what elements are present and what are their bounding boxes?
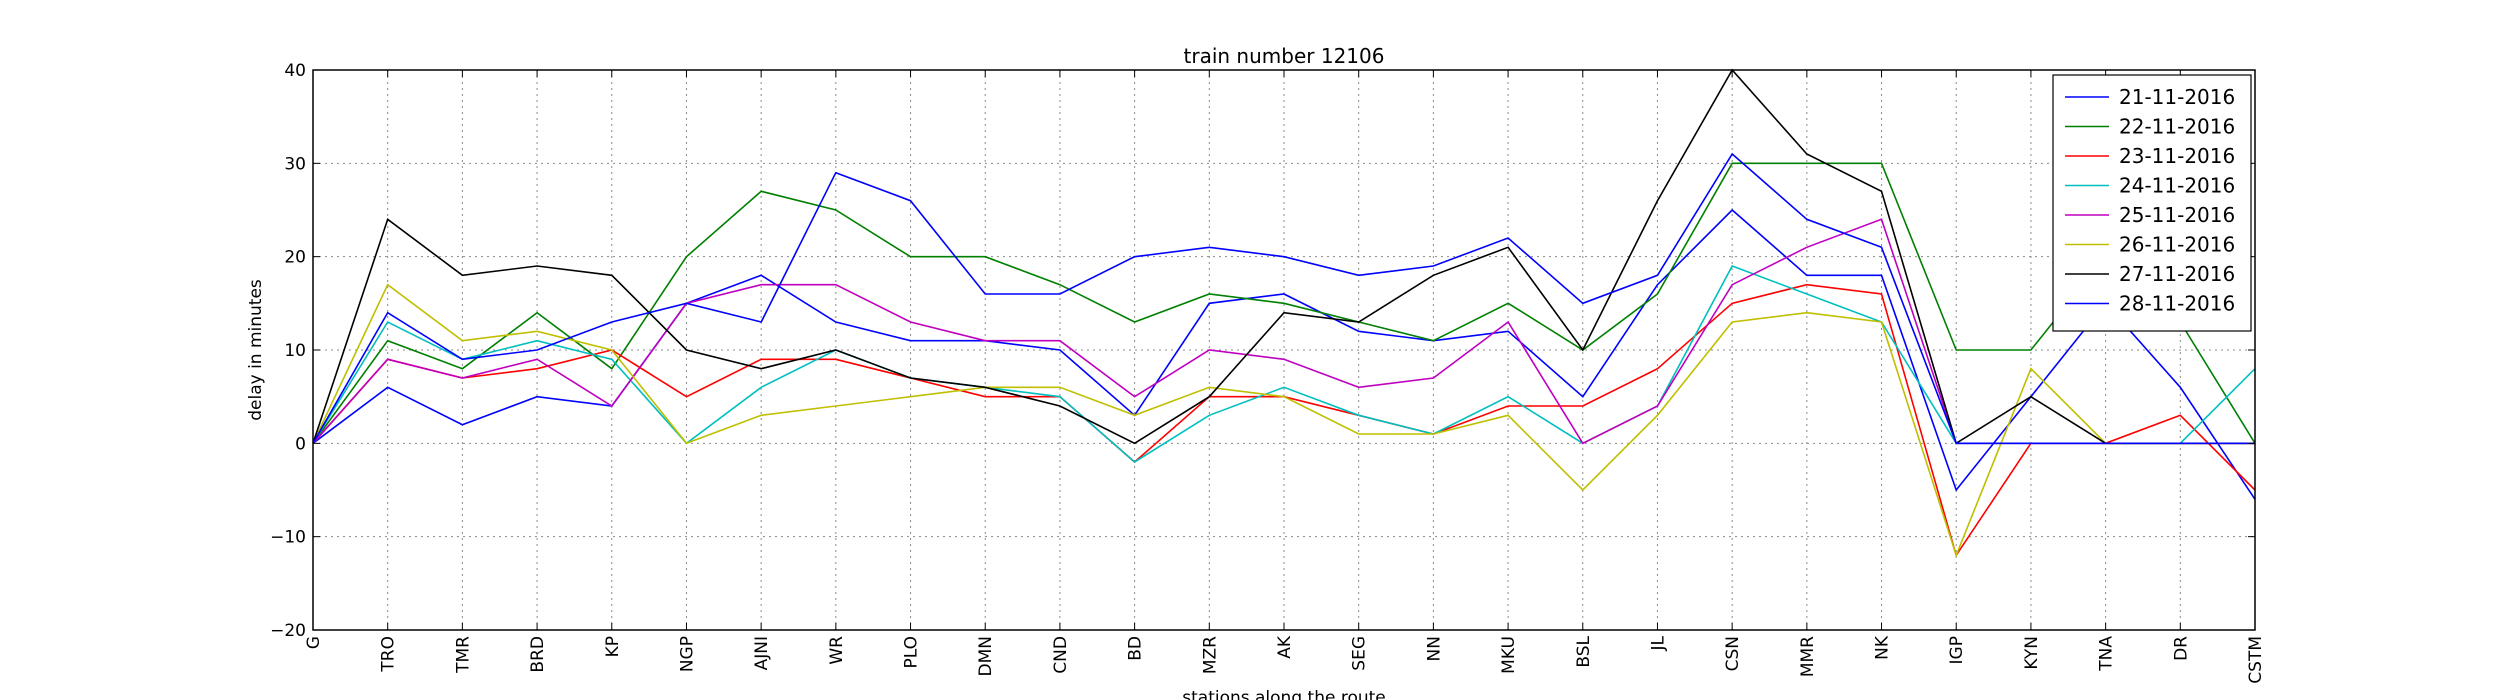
legend-label: 25-11-2016 xyxy=(2119,203,2235,227)
x-tick-label: G xyxy=(304,636,324,649)
x-tick-label: MMR xyxy=(1798,636,1818,677)
legend-label: 28-11-2016 xyxy=(2119,292,2235,316)
y-tick-label: 20 xyxy=(284,248,306,268)
x-tick-label: PLO xyxy=(902,636,922,669)
x-tick-label: NN xyxy=(1424,636,1444,661)
series-line xyxy=(312,283,2255,558)
x-tick-label: NK xyxy=(1873,635,1893,660)
y-tick-label: 30 xyxy=(284,154,306,174)
x-tick-label: AJNI xyxy=(752,636,772,670)
x-tick-label: DMN xyxy=(976,636,996,676)
series-line xyxy=(312,218,2255,445)
axis-ticks: G TRO TMR BRD KP NGP AJNI WR PLO DMN CND BD MZR AK SEG… xyxy=(270,61,2266,684)
x-tick-label: BRD xyxy=(528,636,548,673)
legend-label: 27-11-2016 xyxy=(2119,262,2235,286)
x-tick-label: KYN xyxy=(2022,636,2042,670)
x-tick-label: CSTM xyxy=(2246,636,2266,684)
chart-title: train number 12106 xyxy=(1184,44,1385,68)
x-tick-label: CSN xyxy=(1723,636,1743,671)
legend-box xyxy=(2052,74,2252,332)
x-tick-label: DR xyxy=(2171,636,2191,661)
y-tick-label: −10 xyxy=(270,528,306,548)
x-tick-label: BD xyxy=(1126,636,1146,661)
y-axis-label: delay in minutes xyxy=(246,279,266,421)
y-tick-label: 10 xyxy=(284,341,306,361)
x-tick-label: NGP xyxy=(677,636,697,672)
x-tick-label: TMR xyxy=(453,636,473,674)
x-tick-label: MKU xyxy=(1499,636,1519,674)
x-tick-label: IGP xyxy=(1947,636,1967,664)
x-tick-label: JL xyxy=(1648,635,1668,651)
legend-label: 24-11-2016 xyxy=(2119,174,2235,198)
series-lines xyxy=(312,68,2256,558)
legend-label: 22-11-2016 xyxy=(2119,115,2235,139)
series-line xyxy=(312,265,2256,463)
series-line xyxy=(312,162,2256,444)
x-axis-label: stations along the route xyxy=(1182,688,1386,700)
x-tick-label: TRO xyxy=(379,636,399,673)
x-tick-label: TNA xyxy=(2097,636,2117,672)
plot-area xyxy=(313,70,2255,630)
legend-label: 23-11-2016 xyxy=(2119,144,2235,168)
legend-label: 26-11-2016 xyxy=(2119,233,2235,257)
y-tick-label: −20 xyxy=(270,621,306,641)
y-tick-label: 0 xyxy=(295,434,306,454)
series-line xyxy=(312,152,2255,445)
legend: 21-11-2016 22-11-2016 23-11-2016 24-11-2016… xyxy=(2052,74,2252,332)
x-tick-label: MZR xyxy=(1200,636,1220,674)
series-line xyxy=(312,68,2255,445)
x-tick-label: AK xyxy=(1275,635,1295,659)
x-tick-label: WR xyxy=(827,636,847,665)
x-tick-label: KP xyxy=(603,636,623,657)
x-tick-label: CND xyxy=(1051,636,1071,674)
x-tick-label: BSL xyxy=(1574,635,1594,667)
x-tick-label: SEG xyxy=(1350,636,1370,671)
legend-label: 21-11-2016 xyxy=(2119,85,2235,109)
y-tick-label: 40 xyxy=(284,61,306,81)
